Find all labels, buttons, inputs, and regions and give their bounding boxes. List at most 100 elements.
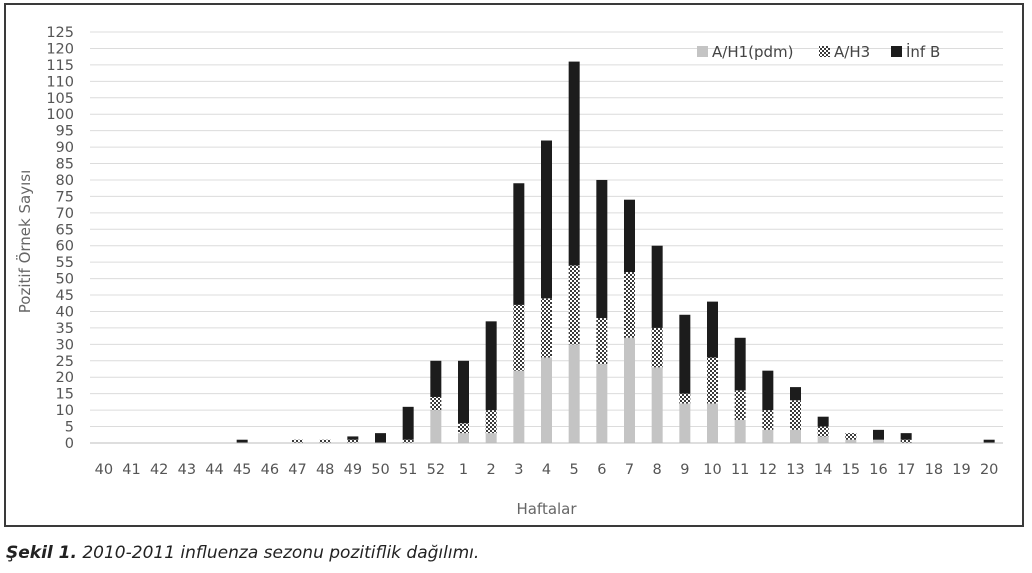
legend-swatch bbox=[819, 46, 830, 57]
bar-segment bbox=[402, 406, 414, 440]
x-tick-label: 49 bbox=[344, 462, 362, 478]
bar-segment bbox=[845, 433, 857, 440]
bar-segment bbox=[900, 433, 912, 440]
x-axis-ticks: 40 41 42 43 44 45 46 47 48 49 50 51 52 1 2 3 4 5 6 7 8 9 10 11 1… bbox=[95, 462, 999, 478]
x-tick-label: 52 bbox=[427, 462, 445, 478]
bar-segment bbox=[568, 265, 580, 345]
bar-segment bbox=[707, 301, 718, 358]
x-tick-label: 48 bbox=[316, 462, 334, 478]
bar-segment bbox=[458, 360, 469, 424]
bar-segment bbox=[347, 436, 359, 440]
bar-segment bbox=[790, 429, 801, 443]
x-tick-label: 8 bbox=[653, 462, 662, 478]
bar-segment bbox=[651, 367, 663, 443]
x-tick-label: 11 bbox=[731, 462, 749, 478]
x-tick-label: 41 bbox=[122, 462, 140, 478]
y-tick-label: 65 bbox=[56, 222, 74, 238]
figure-caption: Şekil 1. 2010-2011 influenza sezonu pozi… bbox=[6, 543, 479, 563]
bar-segment bbox=[817, 416, 829, 427]
x-tick-label: 1 bbox=[459, 462, 468, 478]
bar-segment bbox=[679, 314, 691, 394]
bar-segment bbox=[983, 439, 995, 443]
bar-segment bbox=[292, 439, 303, 443]
x-tick-label: 12 bbox=[759, 462, 777, 478]
y-tick-label: 60 bbox=[56, 239, 74, 255]
bar-segment bbox=[541, 140, 552, 299]
bar-segment bbox=[679, 403, 691, 443]
y-tick-label: 85 bbox=[56, 157, 74, 173]
bar-segment bbox=[430, 360, 442, 397]
legend-swatch bbox=[697, 46, 708, 57]
y-tick-label: 45 bbox=[56, 288, 74, 304]
bar-segment bbox=[458, 433, 469, 443]
y-tick-label: 35 bbox=[56, 321, 74, 337]
x-tick-label: 20 bbox=[980, 462, 998, 478]
bar-segment bbox=[596, 364, 608, 443]
x-tick-label: 51 bbox=[399, 462, 417, 478]
caption-label: Şekil 1. bbox=[6, 543, 77, 563]
bar-segment bbox=[624, 199, 635, 273]
x-tick-label: 42 bbox=[150, 462, 168, 478]
legend-label: A/H3 bbox=[834, 43, 870, 61]
y-tick-label: 110 bbox=[46, 74, 74, 90]
x-tick-label: 5 bbox=[570, 462, 579, 478]
bar-segment bbox=[900, 439, 912, 443]
y-axis-title: Pozitif Örnek Sayısı bbox=[15, 170, 34, 313]
x-tick-label: 10 bbox=[703, 462, 721, 478]
x-tick-label: 3 bbox=[514, 462, 523, 478]
bar-segment bbox=[458, 423, 469, 434]
bar-segment bbox=[568, 344, 580, 443]
y-tick-label: 120 bbox=[46, 41, 74, 57]
bar-segment bbox=[541, 298, 552, 358]
y-axis-ticks: 0510152025303540455055606570758085909510… bbox=[46, 25, 74, 452]
caption-text: 2010-2011 influenza sezonu pozitiflik da… bbox=[76, 543, 480, 563]
y-tick-label: 80 bbox=[56, 173, 74, 189]
y-tick-label: 40 bbox=[56, 304, 74, 320]
x-tick-label: 6 bbox=[597, 462, 606, 478]
y-tick-label: 20 bbox=[56, 370, 74, 386]
bar-segment bbox=[651, 327, 663, 368]
bar-segment bbox=[485, 433, 497, 443]
x-tick-label: 16 bbox=[869, 462, 887, 478]
bar-segment bbox=[873, 429, 884, 440]
y-tick-label: 90 bbox=[56, 140, 74, 156]
bar-segment bbox=[762, 429, 774, 443]
y-tick-label: 50 bbox=[56, 272, 74, 288]
x-tick-label: 19 bbox=[952, 462, 970, 478]
bar-segment bbox=[347, 439, 359, 443]
y-tick-label: 25 bbox=[56, 354, 74, 370]
x-tick-label: 18 bbox=[925, 462, 943, 478]
x-tick-label: 44 bbox=[205, 462, 223, 478]
bar-segment bbox=[513, 183, 525, 305]
legend-swatch bbox=[891, 46, 902, 57]
bar-segment bbox=[762, 410, 774, 430]
y-tick-label: 105 bbox=[46, 91, 74, 107]
bar-segment bbox=[430, 396, 442, 411]
bars bbox=[236, 61, 995, 443]
bar-segment bbox=[568, 61, 580, 266]
x-tick-label: 40 bbox=[95, 462, 113, 478]
x-tick-label: 43 bbox=[178, 462, 196, 478]
bar-segment bbox=[790, 387, 801, 401]
x-tick-label: 14 bbox=[814, 462, 832, 478]
x-tick-label: 50 bbox=[371, 462, 389, 478]
x-tick-label: 17 bbox=[897, 462, 915, 478]
y-tick-label: 115 bbox=[46, 58, 74, 74]
x-tick-label: 7 bbox=[625, 462, 634, 478]
legend: A/H1(pdm) A/H3 İnf B bbox=[697, 42, 940, 61]
bar-segment bbox=[707, 357, 718, 404]
bar-segment bbox=[817, 426, 829, 437]
y-tick-label: 0 bbox=[65, 436, 74, 452]
x-tick-label: 13 bbox=[786, 462, 804, 478]
y-tick-label: 95 bbox=[56, 124, 74, 140]
bar-segment bbox=[402, 439, 414, 443]
bar-segment bbox=[762, 370, 774, 411]
y-tick-label: 15 bbox=[56, 387, 74, 403]
y-tick-label: 70 bbox=[56, 206, 74, 222]
bar-segment bbox=[596, 318, 608, 365]
bar-segment bbox=[734, 337, 746, 391]
x-tick-label: 4 bbox=[542, 462, 551, 478]
bar-segment bbox=[817, 436, 829, 443]
bar-segment bbox=[430, 410, 442, 443]
